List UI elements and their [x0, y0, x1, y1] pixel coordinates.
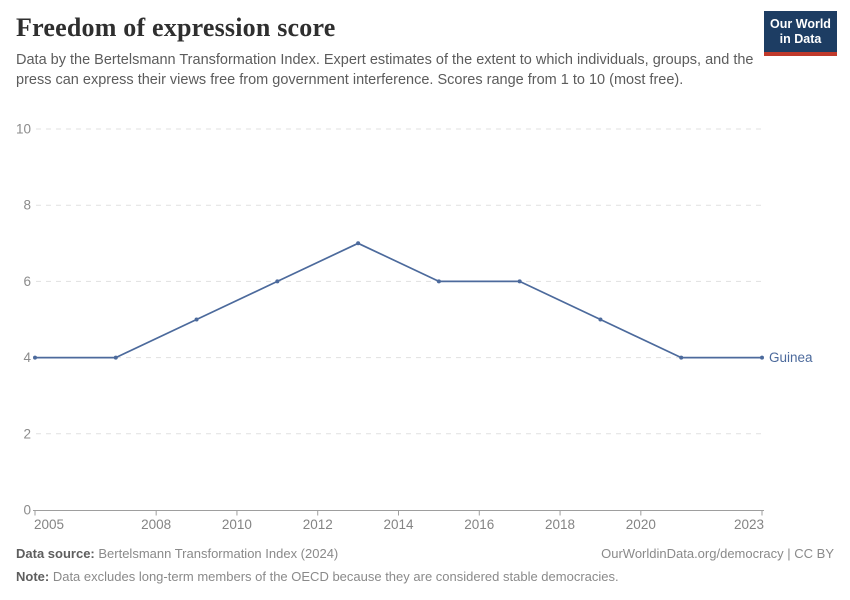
x-axis-tick-label: 2005 — [34, 517, 64, 532]
x-axis-tick-label: 2016 — [464, 517, 494, 532]
x-axis-tick-label: 2010 — [222, 517, 252, 532]
x-axis-tick-label: 2012 — [303, 517, 333, 532]
footer-note-value: Data excludes long-term members of the O… — [49, 569, 619, 585]
logo-line2: in Data — [779, 32, 822, 47]
license-link[interactable]: OurWorldinData.org/democracy | CC BY — [601, 546, 834, 561]
y-axis-tick-label: 2 — [23, 426, 31, 441]
data-point[interactable] — [275, 279, 280, 284]
footer-note: Note: Data excludes long-term members of… — [16, 569, 834, 585]
x-axis-tick-label: 2018 — [545, 517, 575, 532]
page-subtitle: Data by the Bertelsmann Transformation I… — [16, 51, 754, 89]
x-axis-tick-label: 2023 — [734, 517, 764, 532]
data-point[interactable] — [194, 317, 199, 322]
data-source: Data source: Bertelsmann Transformation … — [16, 546, 338, 562]
data-point[interactable] — [356, 241, 361, 246]
chart-footer: Data source: Bertelsmann Transformation … — [0, 546, 850, 586]
series-end-label[interactable]: Guinea — [769, 350, 813, 365]
x-axis-tick-label: 2020 — [626, 517, 656, 532]
footer-note-label: Note: — [16, 569, 50, 585]
data-point[interactable] — [598, 317, 603, 322]
data-source-label: Data source: — [16, 546, 95, 561]
y-axis-tick-label: 4 — [23, 350, 31, 365]
data-point[interactable] — [33, 355, 37, 360]
owid-logo[interactable]: Our World in Data — [764, 11, 837, 56]
data-point[interactable] — [517, 279, 522, 284]
data-point[interactable] — [679, 355, 684, 360]
data-point[interactable] — [760, 355, 764, 360]
y-axis-tick-label: 10 — [16, 122, 31, 137]
line-chart[interactable]: 0 2 4 6 8 10 2005 2008 2010 2012 2014 2016 2018 2020 2… — [0, 112, 850, 537]
chart-header: Freedom of expression score Data by the … — [0, 0, 850, 91]
chart-canvas: 0 2 4 6 8 10 2005 2008 2010 2012 2014 2016 2018 2020 2… — [16, 122, 813, 533]
data-source-value: Bertelsmann Transformation Index (2024) — [94, 546, 339, 561]
y-axis-tick-label: 6 — [23, 274, 31, 289]
y-axis-tick-label: 8 — [23, 198, 31, 213]
series-line[interactable] — [34, 242, 763, 359]
x-axis-tick-label: 2008 — [141, 517, 171, 532]
x-axis-tick-label: 2014 — [383, 517, 414, 532]
data-point[interactable] — [436, 279, 441, 284]
y-axis-tick-label: 0 — [23, 503, 31, 518]
logo-line1: Our World — [770, 17, 831, 31]
data-point[interactable] — [113, 355, 118, 360]
page-title: Freedom of expression score — [16, 13, 336, 42]
